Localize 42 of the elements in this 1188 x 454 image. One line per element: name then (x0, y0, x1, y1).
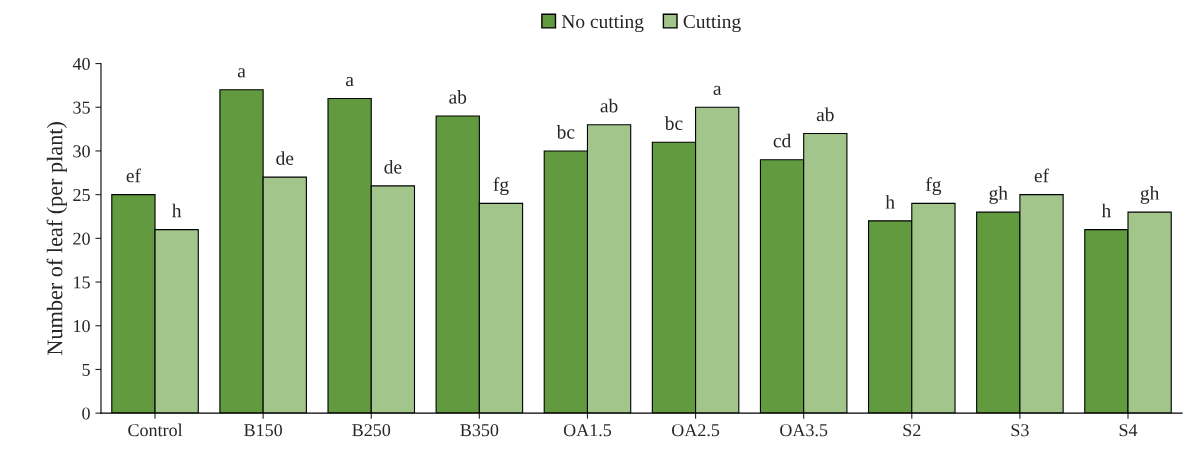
y-tick-label: 0 (82, 407, 90, 420)
y-tick-label: 10 (74, 320, 90, 333)
annotation: de (384, 159, 402, 174)
annotation: h (171, 203, 182, 218)
x-tick-label: OA3.5 (780, 424, 828, 437)
y-tick-label: 30 (73, 145, 90, 158)
x-tick-label: S4 (1119, 424, 1138, 437)
annotation: ab (600, 98, 618, 113)
legend-label: Cutting (683, 15, 741, 33)
x-tick-label: B150 (244, 424, 283, 437)
annotation: fg (925, 177, 942, 196)
x-tick-label: S2 (903, 424, 921, 437)
annotation: ef (1034, 168, 1050, 183)
annotation: bc (556, 124, 575, 139)
y-tick-label: 35 (73, 101, 90, 114)
annotation: h (885, 194, 895, 209)
annotation: a (346, 76, 354, 87)
annotation: gh (989, 186, 1008, 204)
annotation: ab (816, 107, 834, 122)
x-tick-label: Control (128, 423, 183, 437)
annotation: gh (1140, 186, 1160, 204)
annotation: ab (449, 90, 467, 104)
annotation: h (1101, 203, 1111, 218)
x-tick-label: B250 (352, 424, 391, 437)
x-tick-label: S3 (1011, 424, 1029, 437)
y-tick-label: 25 (73, 188, 90, 202)
x-tick-label: OA1.5 (563, 424, 612, 437)
y-tick-label: 5 (82, 363, 90, 376)
annotation: a (713, 85, 722, 95)
annotation: fg (493, 177, 509, 196)
annotation: de (276, 151, 294, 165)
y-axis-title: Number of leaf (per plant) (46, 122, 67, 355)
annotation: a (237, 68, 246, 78)
legend-label: No cutting (561, 15, 644, 33)
y-tick-label: 15 (74, 276, 90, 289)
x-tick-label: OA2.5 (671, 424, 720, 437)
annotation: bc (664, 116, 683, 130)
y-tick-label: 40 (72, 57, 90, 70)
annotation: ef (126, 168, 141, 183)
annotation: cd (773, 133, 791, 148)
y-tick-label: 20 (73, 232, 90, 245)
x-tick-label: B350 (460, 424, 499, 437)
